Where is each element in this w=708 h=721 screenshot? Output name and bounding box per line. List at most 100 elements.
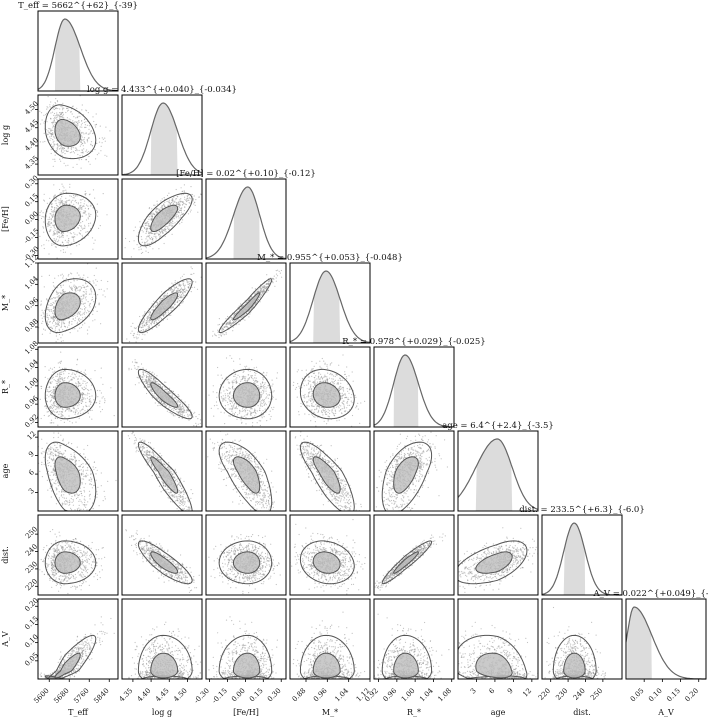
sample-point <box>83 145 84 146</box>
sample-point <box>52 127 53 128</box>
sample-point <box>52 408 53 409</box>
sample-point <box>57 108 58 109</box>
sample-point <box>184 184 185 185</box>
sample-point <box>225 318 226 319</box>
sample-point <box>54 159 55 160</box>
sample-point <box>85 398 86 399</box>
sample-point <box>60 244 61 245</box>
sample-point <box>75 317 76 318</box>
sample-point <box>43 313 44 314</box>
sample-point <box>166 226 167 227</box>
sample-point <box>58 378 59 379</box>
sample-point <box>180 277 181 278</box>
sample-point <box>75 422 76 423</box>
sample-point <box>188 213 189 214</box>
sample-point <box>54 379 55 380</box>
sample-point <box>174 201 175 202</box>
sample-point <box>168 312 169 313</box>
sample-point <box>106 214 107 215</box>
sample-point <box>95 124 96 125</box>
sample-point <box>171 202 172 203</box>
sample-point <box>59 374 60 375</box>
sample-point <box>104 155 105 156</box>
sample-point <box>83 313 84 314</box>
sample-point <box>105 141 106 142</box>
sample-point <box>81 378 82 379</box>
sample-point <box>195 281 196 282</box>
sample-point <box>65 201 66 202</box>
sample-point <box>51 245 52 246</box>
sample-point <box>102 397 103 398</box>
sample-point <box>93 121 94 122</box>
sample-point <box>80 222 81 223</box>
sample-point <box>58 362 59 363</box>
sample-point <box>141 239 142 240</box>
sample-point <box>149 313 150 314</box>
sample-point <box>81 109 82 110</box>
sample-point <box>154 323 155 324</box>
sample-point <box>84 387 85 388</box>
sample-point <box>272 278 273 279</box>
sample-point <box>90 132 91 133</box>
sample-point <box>75 117 76 118</box>
sample-point <box>182 201 183 202</box>
sample-point <box>190 281 191 282</box>
sample-point <box>158 303 159 304</box>
sample-point <box>49 391 50 392</box>
sample-point <box>54 109 55 110</box>
sample-point <box>68 415 69 416</box>
sample-point <box>43 122 44 123</box>
sample-point <box>51 122 52 123</box>
sample-point <box>147 228 148 229</box>
sample-point <box>163 295 164 296</box>
sample-point <box>87 333 88 334</box>
sample-point <box>148 225 149 226</box>
sample-point <box>75 383 76 384</box>
sample-point <box>78 408 79 409</box>
sample-point <box>57 383 58 384</box>
sample-point <box>95 158 96 159</box>
sample-point <box>100 126 101 127</box>
sample-point <box>179 300 180 301</box>
sample-point <box>64 417 65 418</box>
sample-point <box>53 407 54 408</box>
sample-point <box>65 165 66 166</box>
sample-point <box>73 279 74 280</box>
sample-point <box>61 416 62 417</box>
sample-point <box>71 288 72 289</box>
sample-point <box>57 233 58 234</box>
sample-point <box>74 234 75 235</box>
sample-point <box>85 310 86 311</box>
sample-point <box>51 223 52 224</box>
sample-point <box>82 401 83 402</box>
sample-point <box>80 319 81 320</box>
sample-point <box>187 284 188 285</box>
sample-point <box>50 395 51 396</box>
sample-point <box>177 221 178 222</box>
sample-point <box>179 203 180 204</box>
sample-point <box>90 288 91 289</box>
sample-point <box>79 383 80 384</box>
sample-point <box>57 425 58 426</box>
sample-point <box>102 409 103 410</box>
sample-point <box>57 241 58 242</box>
sample-point <box>73 239 74 240</box>
sample-point <box>54 306 55 307</box>
sample-point <box>85 303 86 304</box>
sample-point <box>79 313 80 314</box>
sample-point <box>84 127 85 128</box>
sample-point <box>77 290 78 291</box>
sample-point <box>72 372 73 373</box>
sample-point <box>77 227 78 228</box>
sample-point <box>74 287 75 288</box>
sample-point <box>43 312 44 313</box>
sample-point <box>62 186 63 187</box>
sample-point <box>53 411 54 412</box>
sample-point <box>48 219 49 220</box>
sample-point <box>49 217 50 218</box>
sample-point <box>131 326 132 327</box>
sample-point <box>178 292 179 293</box>
sample-point <box>71 111 72 112</box>
sample-point <box>66 192 67 193</box>
sample-point <box>106 156 107 157</box>
